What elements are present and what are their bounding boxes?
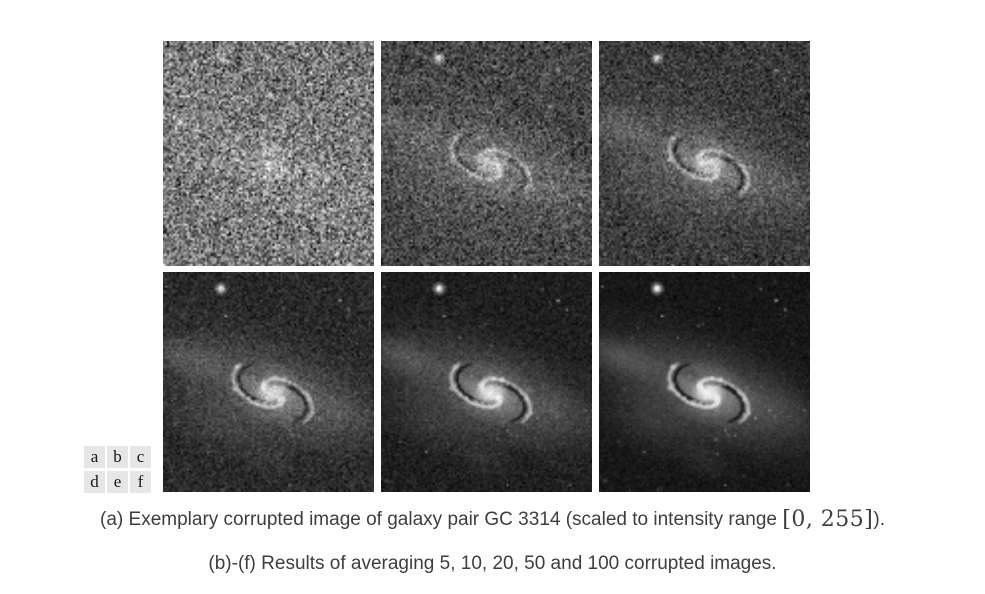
- galaxy-image-c: [599, 41, 810, 266]
- legend-cell-f: f: [130, 471, 151, 493]
- galaxy-panel-d: [163, 272, 374, 492]
- galaxy-panel-grid: [163, 41, 810, 492]
- caption-1-intensity-range: [0, 255]: [782, 507, 874, 532]
- galaxy-image-b: [381, 41, 592, 266]
- galaxy-panel-e: [381, 272, 592, 492]
- galaxy-image-e: [381, 272, 592, 492]
- galaxy-image-d: [163, 272, 374, 492]
- caption-1-text: (a) Exemplary corrupted image of galaxy …: [100, 509, 783, 530]
- galaxy-image-f: [599, 272, 810, 492]
- caption-line-1: (a) Exemplary corrupted image of galaxy …: [0, 506, 985, 533]
- galaxy-image-a: [163, 41, 374, 266]
- galaxy-panel-a: [163, 41, 374, 266]
- legend-cell-c: c: [130, 446, 151, 468]
- caption-line-2: (b)-(f) Results of averaging 5, 10, 20, …: [208, 553, 777, 574]
- legend-cell-b: b: [107, 446, 128, 468]
- legend-cell-d: d: [84, 471, 105, 493]
- legend-cell-e: e: [107, 471, 128, 493]
- galaxy-panel-f: [599, 272, 810, 492]
- caption-1-close: ).: [873, 509, 885, 530]
- panel-letter-key: a b c d e f: [84, 446, 151, 493]
- galaxy-panel-b: [381, 41, 592, 266]
- galaxy-panel-c: [599, 41, 810, 266]
- legend-cell-a: a: [84, 446, 105, 468]
